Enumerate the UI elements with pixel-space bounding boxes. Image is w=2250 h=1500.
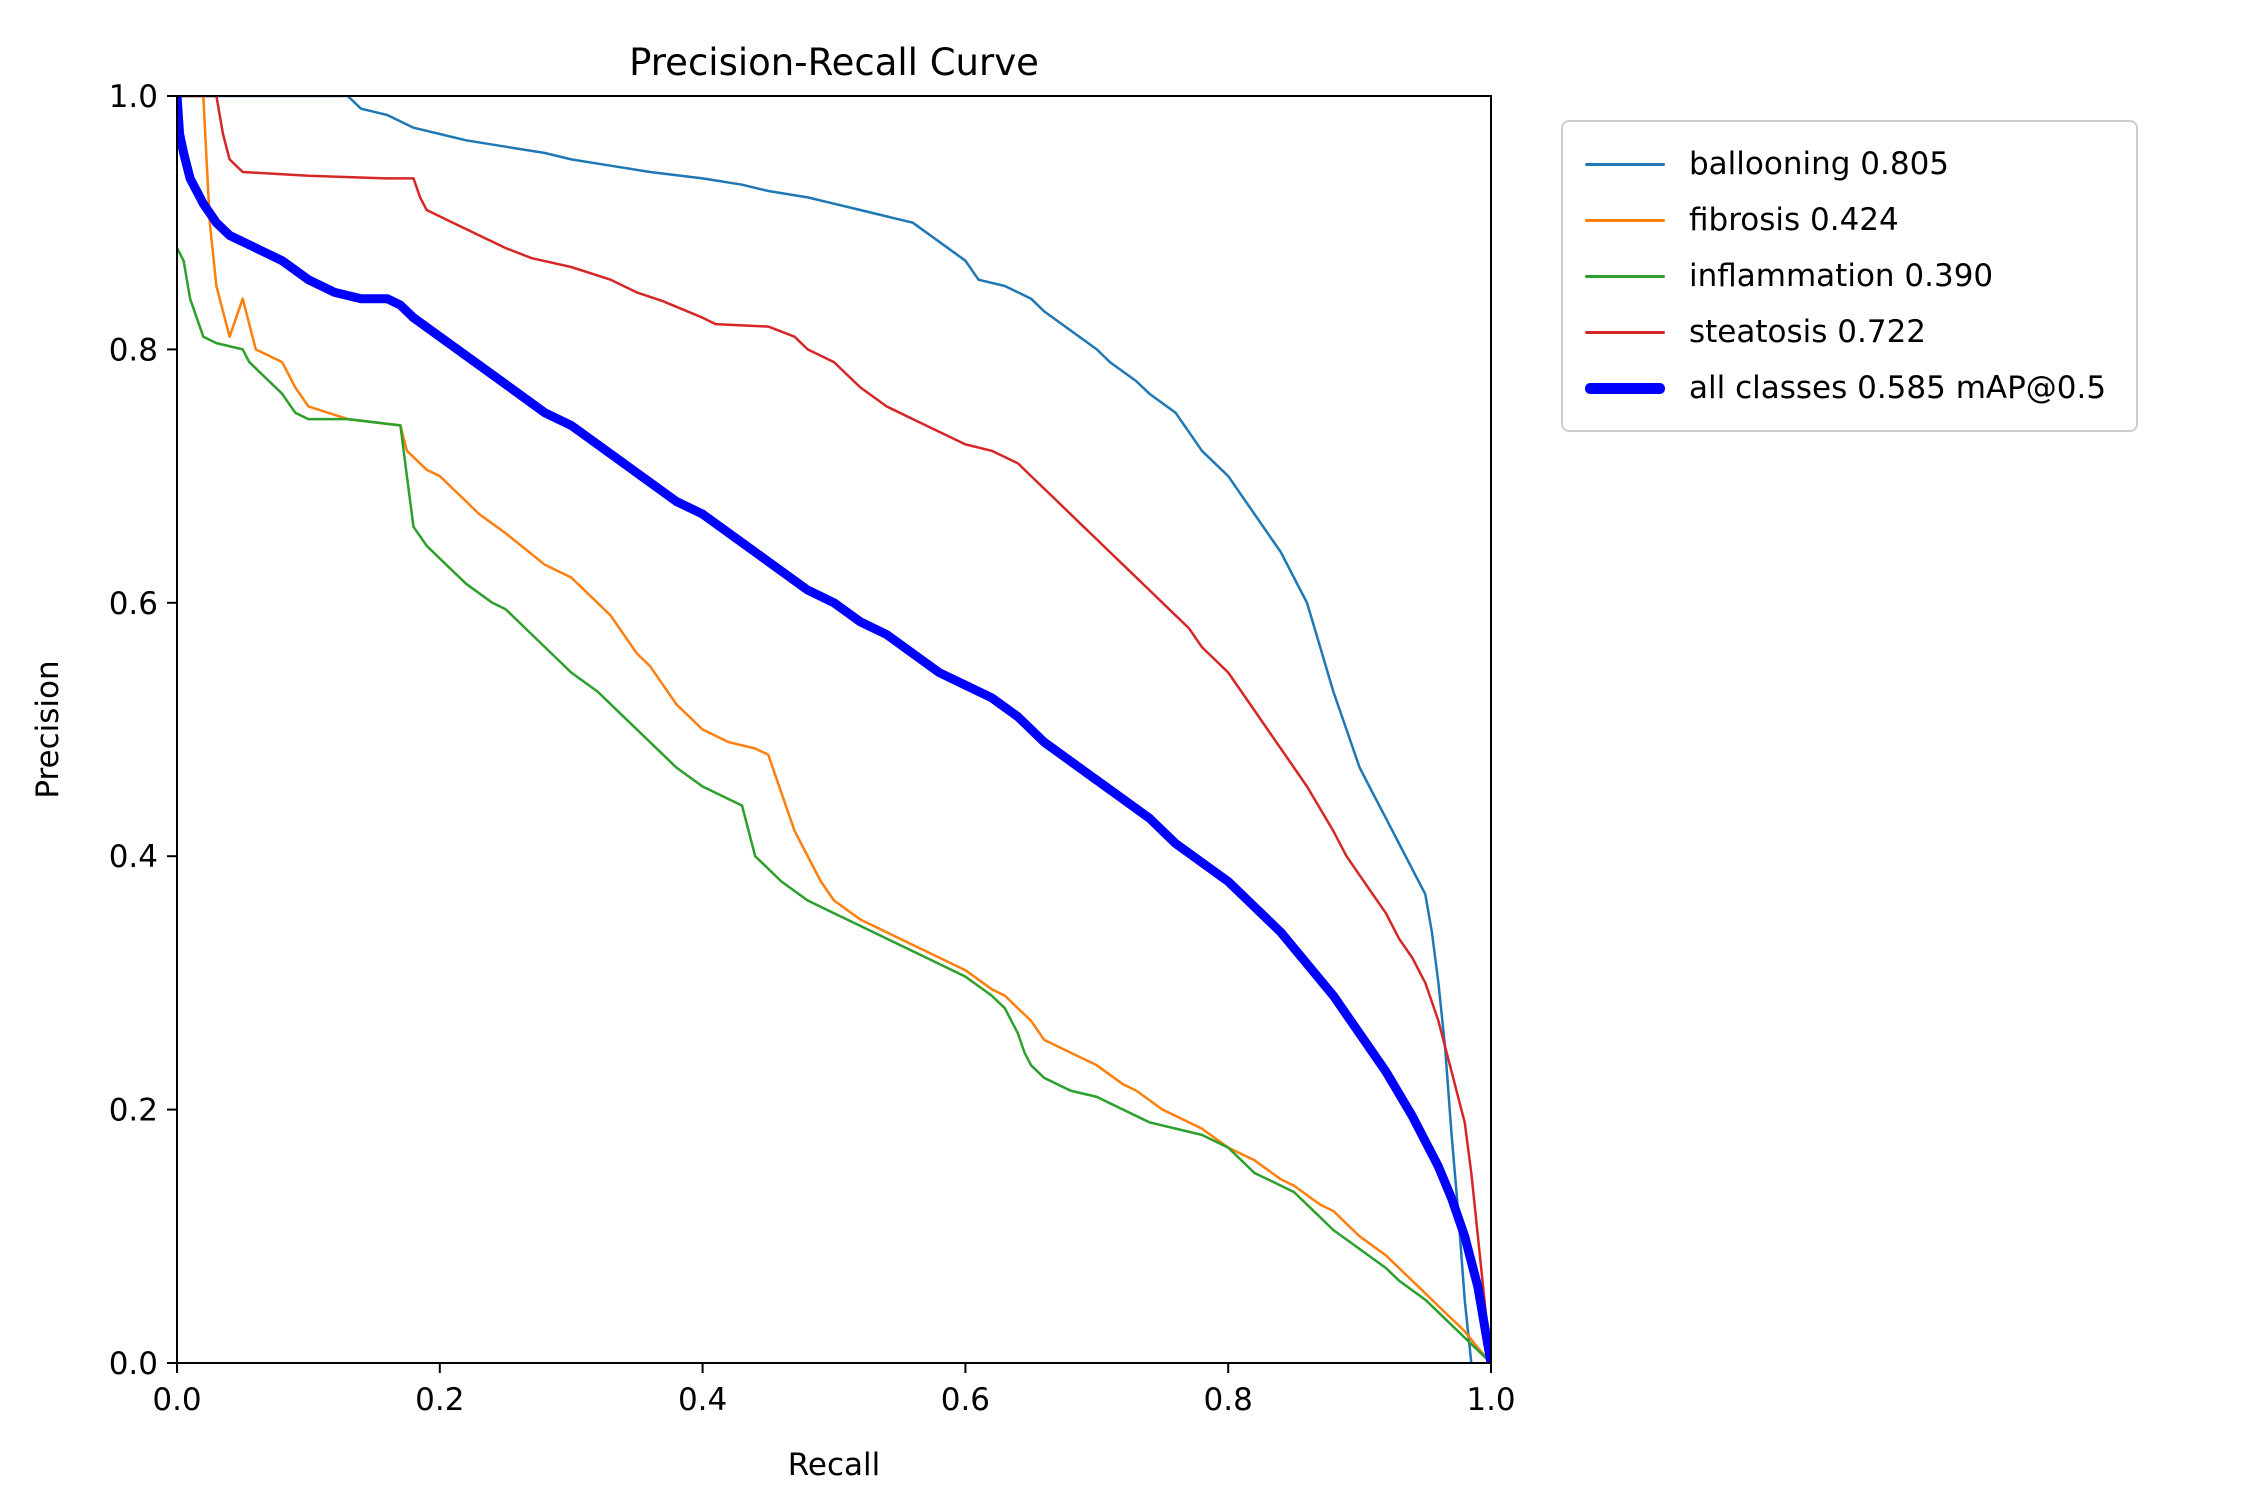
legend-item: steatosis 0.722 — [1585, 304, 2106, 360]
curve-ballooning — [177, 96, 1473, 1363]
legend-item-label: steatosis 0.722 — [1689, 314, 1927, 350]
y-tick-label: 0.4 — [109, 839, 158, 875]
curve-fibrosis — [177, 96, 1491, 1363]
y-tick-label: 0.0 — [109, 1346, 158, 1382]
legend-line-sample — [1585, 162, 1665, 166]
x-tick-label: 0.4 — [678, 1382, 727, 1418]
chart-title: Precision-Recall Curve — [629, 41, 1039, 84]
y-tick-label: 0.6 — [109, 586, 158, 622]
x-tick-label: 0.8 — [1204, 1382, 1253, 1418]
legend-item: inflammation 0.390 — [1585, 248, 2106, 304]
y-tick-label: 1.0 — [109, 79, 158, 115]
legend-item-label: inflammation 0.390 — [1689, 258, 1994, 294]
legend-item-label: fibrosis 0.424 — [1689, 202, 1899, 238]
y-axis-label: Precision — [30, 660, 66, 798]
legend-line-sample — [1585, 382, 1665, 394]
legend-item: ballooning 0.805 — [1585, 136, 2106, 192]
curves-group — [177, 96, 1491, 1363]
x-tick-label: 1.0 — [1466, 1382, 1515, 1418]
curve-all-classes — [177, 96, 1491, 1363]
legend-item: fibrosis 0.424 — [1585, 192, 2106, 248]
legend-line-sample — [1585, 274, 1665, 278]
legend-line-sample — [1585, 330, 1665, 334]
x-tick-label: 0.2 — [415, 1382, 464, 1418]
curve-steatosis — [177, 96, 1491, 1363]
y-tick-label: 0.2 — [109, 1093, 158, 1129]
legend-item-label: all classes 0.585 mAP@0.5 — [1689, 370, 2107, 406]
x-axis-label: Recall — [788, 1447, 881, 1483]
legend: ballooning 0.805 fibrosis 0.424 inflamma… — [1561, 120, 2139, 432]
x-tick-label: 0.0 — [152, 1382, 201, 1418]
y-tick-label: 0.8 — [109, 332, 158, 368]
x-tick-label: 0.6 — [941, 1382, 990, 1418]
curve-inflammation — [177, 246, 1491, 1363]
legend-item-label: ballooning 0.805 — [1689, 146, 1950, 182]
axes-frame — [176, 95, 1492, 1364]
legend-item: all classes 0.585 mAP@0.5 — [1585, 360, 2106, 416]
legend-line-sample — [1585, 218, 1665, 222]
